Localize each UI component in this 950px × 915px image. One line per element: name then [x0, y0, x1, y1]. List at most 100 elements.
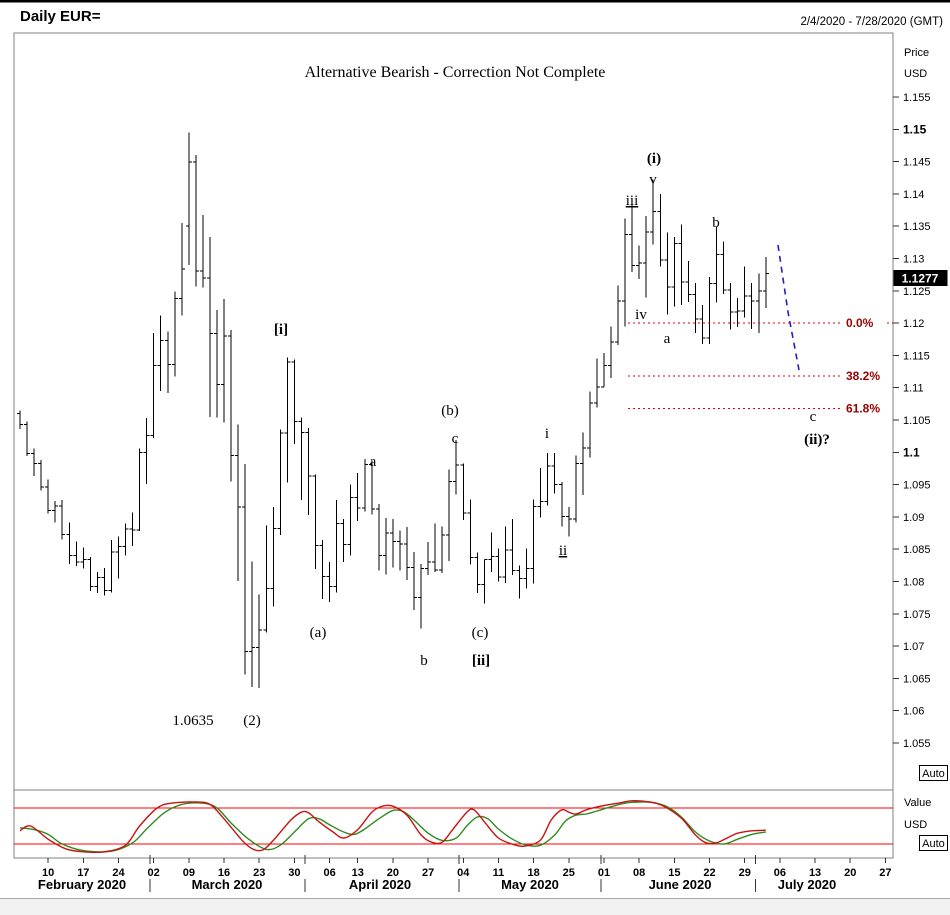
ohlc-bar — [235, 424, 242, 581]
ohlc-bar — [361, 458, 368, 512]
ohlc-bar — [199, 215, 206, 288]
ohlc-bar — [636, 245, 643, 280]
value-axis-title: Value — [904, 797, 931, 809]
wave-label: (i) — [647, 151, 661, 167]
ohlc-bar — [389, 518, 396, 568]
price-tick-label: 1.075 — [903, 609, 931, 621]
ohlc-bar — [481, 559, 488, 604]
month-label: July 2020 — [778, 877, 837, 892]
fibonacci-levels: 0.0% 38.2% 61.8% — [628, 316, 893, 415]
ohlc-bar — [214, 310, 221, 418]
ohlc-bar — [530, 499, 537, 584]
ohlc-bar — [263, 525, 270, 633]
ohlc-bar — [333, 500, 340, 593]
ohlc-bar — [396, 530, 403, 571]
ohlc-bar — [256, 594, 263, 689]
ohlc-bars[interactable] — [17, 132, 769, 689]
ohlc-bar — [460, 463, 467, 521]
ohlc-bar — [94, 571, 101, 594]
week-tick-label: 16 — [218, 867, 230, 879]
ohlc-bar — [551, 452, 558, 494]
week-tick-label: 06 — [774, 867, 786, 879]
wave-label: b — [420, 653, 428, 669]
price-tick-label: 1.095 — [903, 480, 931, 492]
ohlc-bar — [185, 132, 192, 265]
ohlc-bar — [425, 542, 432, 576]
ohlc-bar — [453, 440, 460, 495]
price-tick-label: 1.135 — [903, 221, 931, 233]
ohlc-bar — [122, 523, 129, 556]
ohlc-bar — [411, 551, 418, 610]
wave-label: iii — [626, 193, 639, 209]
month-label: May 2020 — [501, 877, 559, 892]
oscillator-panel[interactable] — [13, 789, 894, 859]
ohlc-bar — [59, 500, 66, 540]
ohlc-bar — [439, 526, 446, 574]
ohlc-bar — [657, 193, 664, 267]
ohlc-bar — [432, 523, 439, 572]
stoch-k-line — [19, 800, 766, 854]
week-tick-label: 17 — [77, 867, 89, 879]
price-auto-button[interactable] — [919, 765, 948, 781]
ohlc-bar — [762, 257, 769, 309]
ohlc-bar — [326, 562, 333, 603]
ohlc-bar — [164, 331, 171, 393]
week-tick-label: 10 — [42, 867, 54, 879]
ohlc-bar — [664, 232, 671, 315]
month-label: April 2020 — [349, 877, 411, 892]
ohlc-bar — [495, 548, 502, 582]
ohlc-bar — [586, 391, 593, 458]
wave-label: a — [370, 454, 377, 470]
ohlc-bar — [340, 518, 347, 563]
ohlc-bar — [249, 561, 256, 687]
date-range-label: 2/4/2020 - 7/28/2020 (GMT) — [800, 16, 943, 28]
week-tick-label: 24 — [112, 867, 125, 879]
ohlc-bar — [347, 484, 354, 556]
price-tick-label: 1.11 — [903, 383, 924, 395]
week-tick-label: 20 — [844, 867, 856, 879]
price-tick-label: 1.115 — [903, 350, 930, 362]
ohlc-bar — [572, 455, 579, 523]
price-axis-unit: USD — [904, 68, 927, 80]
price-tick-label: 1.145 — [903, 157, 931, 169]
ohlc-bar — [115, 536, 122, 579]
ohlc-bar — [129, 512, 136, 546]
ohlc-bar — [565, 507, 572, 537]
ohlc-bar — [66, 522, 73, 565]
price-tick-label: 1.07 — [903, 641, 924, 653]
ohlc-bar — [734, 297, 741, 327]
value-auto-button[interactable] — [919, 835, 948, 851]
ohlc-bar — [706, 277, 713, 344]
ohlc-bar — [375, 503, 382, 571]
ohlc-bar — [727, 283, 734, 330]
price-tick-label: 1.06 — [903, 706, 924, 718]
ohlc-bar — [509, 518, 516, 576]
ohlc-bar — [73, 541, 80, 566]
price-tick-label: 1.08 — [903, 577, 924, 589]
week-tick-label: 06 — [323, 867, 335, 879]
wave-label: b — [712, 215, 720, 231]
price-tick-label: 1.125 — [903, 286, 931, 298]
month-label: March 2020 — [192, 877, 263, 892]
ohlc-bar — [242, 463, 249, 675]
week-tick-label: 08 — [633, 867, 645, 879]
wave-label: (c) — [472, 625, 489, 641]
wave-label: iv — [635, 307, 647, 323]
wave-label: [ii] — [472, 653, 490, 669]
ohlc-bar — [699, 305, 706, 344]
ohlc-bar — [741, 266, 748, 318]
ohlc-bar — [403, 527, 410, 581]
week-tick-label: 13 — [809, 867, 821, 879]
ohlc-bar — [382, 518, 389, 575]
week-tick-label: 20 — [387, 867, 399, 879]
price-tick-label: 1.105 — [903, 415, 931, 427]
ohlc-bar — [206, 237, 213, 417]
ohlc-bar — [87, 556, 94, 592]
wave-label: ii — [559, 543, 567, 559]
ohlc-bar — [629, 204, 636, 273]
ohlc-bar — [643, 215, 650, 298]
ohlc-bar — [544, 452, 551, 506]
month-label: June 2020 — [649, 877, 712, 892]
wave-label: (2) — [243, 713, 261, 729]
ohlc-bar — [298, 417, 305, 501]
